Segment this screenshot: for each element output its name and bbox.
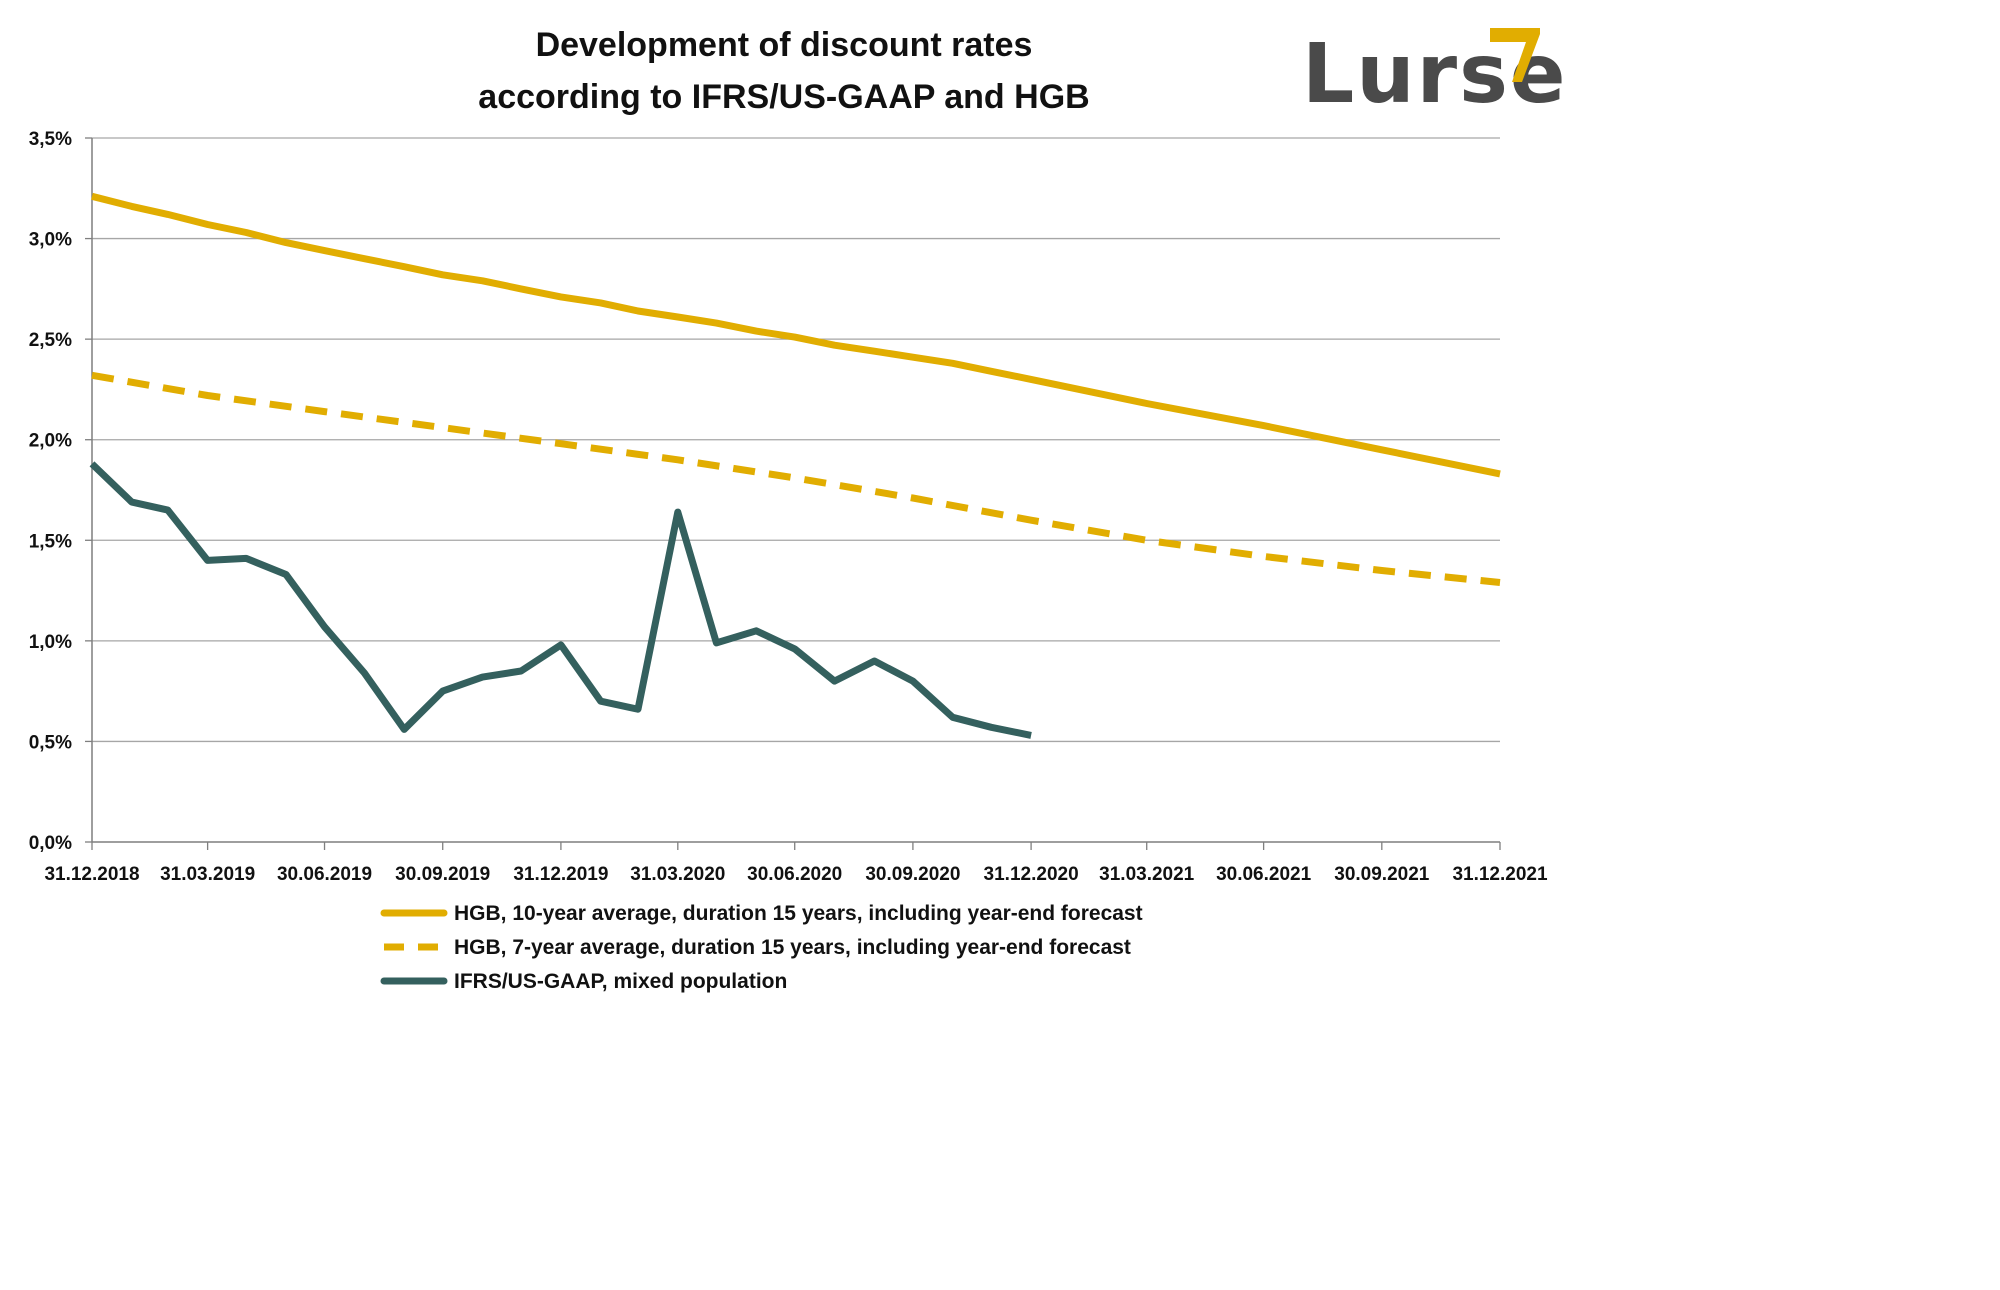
discount-rate-chart: Development of discount rates according … <box>29 26 1566 993</box>
x-tick-label: 30.06.2021 <box>1216 864 1312 885</box>
x-tick-label: 30.06.2019 <box>277 864 372 885</box>
legend-label-2: HGB, 7-year average, duration 15 years, … <box>454 936 1131 959</box>
y-tick-label: 2,0% <box>29 431 72 452</box>
series-lines <box>89 192 1501 739</box>
series-line-3 <box>89 461 1032 739</box>
y-tick-label: 2,5% <box>29 330 72 351</box>
series-line-2 <box>91 371 1501 586</box>
chart-title-line-2: according to IFRS/US-GAAP and HGB <box>478 78 1089 116</box>
x-tick-label: 30.09.2020 <box>865 864 960 885</box>
x-tick-label: 30.06.2020 <box>747 864 842 885</box>
gridlines <box>92 137 1500 743</box>
legend-label-3: IFRS/US-GAAP, mixed population <box>454 970 787 993</box>
chart-title-line-1: Development of discount rates <box>536 26 1033 64</box>
x-tick-label: 30.09.2021 <box>1334 864 1430 885</box>
x-tick-label: 31.03.2019 <box>160 864 255 885</box>
x-tick-label: 31.03.2021 <box>1099 864 1195 885</box>
legend-label-1: HGB, 10-year average, duration 15 years,… <box>454 902 1143 925</box>
x-tick-label: 30.09.2019 <box>395 864 490 885</box>
y-axis-tick-labels: 0,0% 0,5% 1,0% 1,5% 2,0% 2,5% 3,0% 3,5% <box>29 129 72 854</box>
x-tick-label: 31.12.2018 <box>44 864 139 885</box>
y-tick-label: 0,0% <box>29 833 72 854</box>
y-tick-label: 3,5% <box>29 129 72 150</box>
x-tick-label: 31.12.2021 <box>1452 864 1548 885</box>
x-axis-tick-labels: 31.12.2018 31.03.2019 30.06.2019 30.09.2019… <box>44 864 1548 885</box>
series-line-1 <box>91 192 1501 478</box>
legend: HGB, 10-year average, duration 15 years,… <box>380 902 1143 993</box>
y-tick-label: 1,5% <box>29 531 72 552</box>
y-tick-label: 1,0% <box>29 632 72 653</box>
y-tick-label: 0,5% <box>29 732 72 753</box>
x-tick-label: 31.12.2020 <box>984 864 1079 885</box>
logo-accent-mark <box>1490 28 1540 82</box>
y-tick-label: 3,0% <box>29 230 72 251</box>
x-tick-label: 31.03.2020 <box>630 864 725 885</box>
lurse-logo: Lurse <box>1302 27 1566 122</box>
x-tick-label: 31.12.2019 <box>513 864 608 885</box>
axes <box>85 137 1501 850</box>
